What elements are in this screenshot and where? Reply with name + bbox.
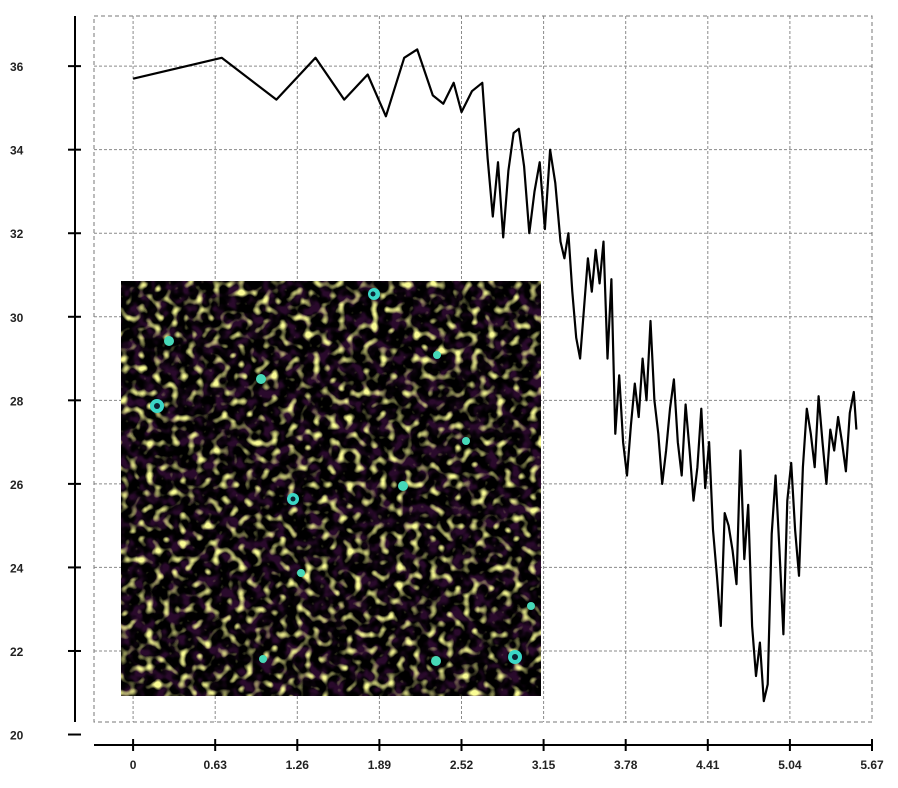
x-tick-label: 5.67 [860,758,884,772]
x-tick-label: 2.52 [450,758,474,772]
y-tick-label: 32 [10,227,24,241]
y-tick-label: 34 [10,144,24,158]
x-tick-label: 4.41 [696,758,720,772]
y-tick-label: 20 [10,729,24,743]
y-tick-label: 22 [10,645,24,659]
inset-cyan-spots [150,288,535,666]
series-line-0 [132,48,858,703]
series-layer [132,48,858,703]
y-tick-label: 36 [10,60,24,74]
y-ticks: 20 22 24 26 28 30 32 34 36 [10,60,81,743]
plot-frame [93,15,873,723]
x-tick-label: 0 [130,758,137,772]
x-tick-label: 0.63 [204,758,228,772]
x-tick-label: 1.26 [286,758,310,772]
y-tick-label: 24 [10,561,24,575]
x-tick-label: 3.15 [532,758,556,772]
x-tick-label: 3.78 [614,758,638,772]
x-tick-label: 5.04 [778,758,802,772]
inset-heatmap-image [121,281,541,696]
y-tick-label: 28 [10,394,24,408]
y-tick-label: 30 [10,311,24,325]
inset-yellow-layer [121,281,541,696]
y-tick-label: 26 [10,478,24,492]
x-ticks: 0 0.63 1.26 1.89 2.52 3.15 3.78 4.41 5.04 5.67 [130,739,884,772]
x-tick-label: 1.89 [368,758,392,772]
